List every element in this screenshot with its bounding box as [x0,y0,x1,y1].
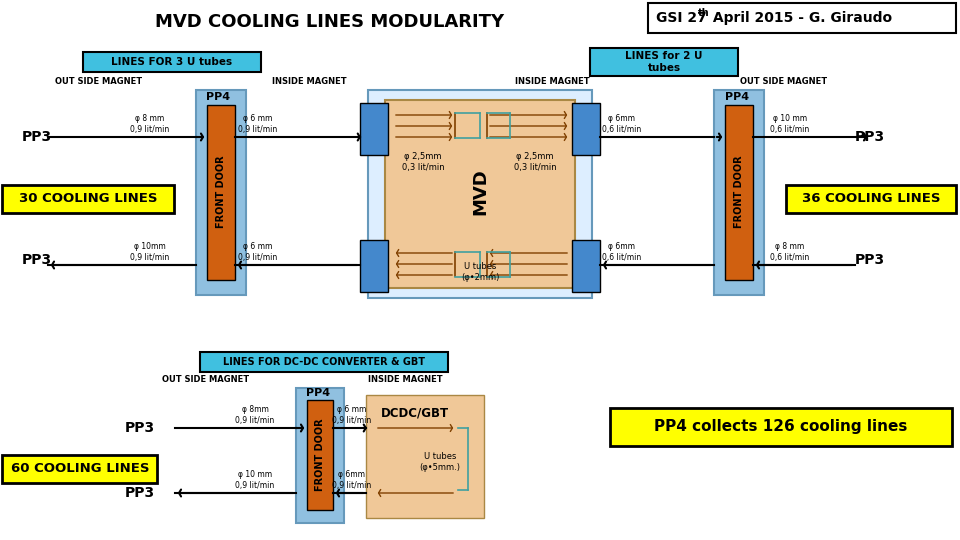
Bar [610,408,952,446]
Text: φ 6 mm
0,9 lit/min: φ 6 mm 0,9 lit/min [238,242,277,262]
Text: φ 6mm
0,6 lit/min: φ 6mm 0,6 lit/min [602,242,641,262]
Text: LINES FOR 3 U tubes: LINES FOR 3 U tubes [111,57,232,67]
Bar [307,400,333,510]
Bar [360,240,388,292]
Text: MVD COOLING LINES MODULARITY: MVD COOLING LINES MODULARITY [156,13,505,31]
Text: PP3: PP3 [855,130,885,144]
Text: INSIDE MAGNET: INSIDE MAGNET [515,78,589,86]
Bar [714,90,764,295]
Text: PP3: PP3 [22,130,52,144]
Text: φ 6mm
0,6 lit/min: φ 6mm 0,6 lit/min [602,114,641,134]
Text: φ 8mm
0,9 lit/min: φ 8mm 0,9 lit/min [235,406,275,424]
Bar [207,105,235,280]
Bar [368,90,592,298]
Text: φ 10mm
0,9 lit/min: φ 10mm 0,9 lit/min [131,242,170,262]
Text: INSIDE MAGNET: INSIDE MAGNET [272,78,347,86]
Text: PP3: PP3 [22,253,52,267]
Text: φ 6 mm
0,9 lit/min: φ 6 mm 0,9 lit/min [332,406,372,424]
Text: PP4: PP4 [306,388,330,398]
Text: PP3: PP3 [855,253,885,267]
Text: φ 8 mm
0,6 lit/min: φ 8 mm 0,6 lit/min [770,242,809,262]
Text: U tubes
(φ•2mm): U tubes (φ•2mm) [461,262,499,282]
Bar [714,90,764,295]
Text: FRONT DOOR: FRONT DOOR [315,418,325,491]
Text: OUT SIDE MAGNET: OUT SIDE MAGNET [740,78,828,86]
Text: PP4 collects 126 cooling lines: PP4 collects 126 cooling lines [655,420,908,435]
Bar [2,455,157,483]
Text: φ 2,5mm
0,3 lit/min: φ 2,5mm 0,3 lit/min [401,152,444,172]
Text: φ 8 mm
0,9 lit/min: φ 8 mm 0,9 lit/min [131,114,170,134]
Text: 30 COOLING LINES: 30 COOLING LINES [19,192,157,206]
Text: PP3: PP3 [125,486,156,500]
Text: GSI 27: GSI 27 [656,11,707,25]
Text: PP4: PP4 [725,92,749,102]
Bar [385,100,575,288]
Text: 36 COOLING LINES: 36 COOLING LINES [802,192,940,206]
Text: φ 10 mm
0,9 lit/min: φ 10 mm 0,9 lit/min [235,470,275,490]
Bar [648,3,956,33]
Text: φ 10 mm
0,6 lit/min: φ 10 mm 0,6 lit/min [770,114,809,134]
Bar [296,388,344,523]
Bar [196,90,246,295]
Text: φ 6 mm
0,9 lit/min: φ 6 mm 0,9 lit/min [238,114,277,134]
Text: FRONT DOOR: FRONT DOOR [734,156,744,228]
Bar [296,388,344,523]
Text: April 2015 - G. Giraudo: April 2015 - G. Giraudo [708,11,892,25]
Bar [786,185,956,213]
Text: PP3: PP3 [125,421,156,435]
Bar [360,103,388,155]
Bar [572,103,600,155]
Text: U tubes
(φ•5mm.): U tubes (φ•5mm.) [420,453,461,472]
Text: PP4: PP4 [206,92,230,102]
Bar [590,48,738,76]
Text: OUT SIDE MAGNET: OUT SIDE MAGNET [162,375,250,384]
Text: LINES for 2 U
tubes: LINES for 2 U tubes [625,51,703,73]
Text: LINES FOR DC-DC CONVERTER & GBT: LINES FOR DC-DC CONVERTER & GBT [223,357,425,367]
Text: MVD: MVD [471,168,489,215]
Text: OUT SIDE MAGNET: OUT SIDE MAGNET [55,78,142,86]
Bar [725,105,753,280]
Text: φ 6mm
0,9 lit/min: φ 6mm 0,9 lit/min [332,470,372,490]
Bar [366,395,484,518]
Bar [200,352,448,372]
Text: 60 COOLING LINES: 60 COOLING LINES [11,462,149,476]
Bar [572,240,600,292]
Bar [83,52,261,72]
Bar [196,90,246,295]
Text: th: th [698,8,709,18]
Text: φ 2,5mm
0,3 lit/min: φ 2,5mm 0,3 lit/min [514,152,556,172]
Text: DCDC/GBT: DCDC/GBT [381,407,449,420]
Bar [2,185,174,213]
Text: INSIDE MAGNET: INSIDE MAGNET [368,375,443,384]
Text: FRONT DOOR: FRONT DOOR [216,156,226,228]
